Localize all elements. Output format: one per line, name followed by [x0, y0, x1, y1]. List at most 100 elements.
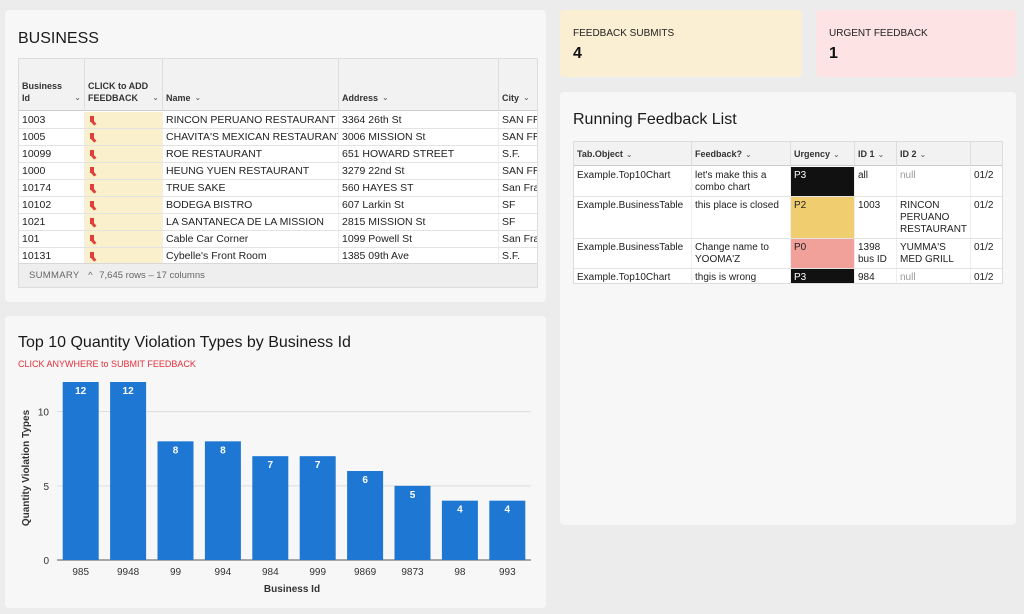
bar[interactable] [157, 441, 194, 560]
summary-text: 7,645 rows – 17 columns [99, 270, 205, 281]
cell-name: Cable Car Corner [163, 231, 339, 247]
chevron-down-icon[interactable]: ⌄ [74, 93, 81, 102]
chevron-down-icon[interactable]: ⌄ [745, 150, 752, 159]
table-row[interactable]: 1005 CHAVITA'S MEXICAN RESTAURANT 3006 MIS… [19, 129, 537, 146]
feedback-row[interactable]: Example.Top10Chart let's make this a comb… [574, 167, 1002, 197]
bar[interactable] [62, 382, 99, 560]
cell-urgency: P3 [791, 269, 855, 283]
x-axis-label: Business Id [264, 584, 320, 595]
cell-name: RINCON PERUANO RESTAURANT [163, 112, 339, 128]
chevron-down-icon[interactable]: ⌄ [833, 150, 840, 159]
cell-id: 1021 [19, 214, 85, 230]
col-tab-object[interactable]: Tab.Object ⌄ [574, 142, 692, 166]
chevron-down-icon[interactable]: ⌄ [919, 150, 927, 159]
chevron-down-icon[interactable]: ⌄ [194, 93, 202, 102]
cell-name: TRUE SAKE [163, 180, 339, 196]
feedback-row[interactable]: Example.BusinessTable Change name to YOOM… [574, 239, 1002, 269]
bar[interactable] [489, 500, 526, 560]
table-row[interactable]: 1000 HEUNG YUEN RESTAURANT 3279 22nd St SAN… [19, 163, 537, 180]
add-feedback-icon[interactable] [85, 129, 163, 145]
col-click-to-add-feedback[interactable]: CLICK to ADD FEEDBACK ⌄ [85, 59, 163, 111]
table-row[interactable]: 10102 BODEGA BISTRO 607 Larkin St SF [19, 197, 537, 214]
chevron-down-icon[interactable]: ⌄ [877, 150, 885, 159]
chevron-down-icon[interactable]: ⌄ [382, 93, 389, 102]
cell-city: SAN FRANCISCO [499, 112, 537, 128]
violation-chart-card[interactable]: Top 10 Quantity Violation Types by Busin… [5, 316, 546, 608]
x-tick-label: 985 [72, 567, 89, 578]
col-feedback[interactable]: Feedback? ⌄ [692, 142, 791, 166]
feedback-row[interactable]: Example.BusinessTable this place is close… [574, 197, 1002, 239]
cell-name: BODEGA BISTRO [163, 197, 339, 213]
col-business-id[interactable]: Business Id ⌄ [19, 59, 85, 111]
table-row[interactable]: 1021 LA SANTANECA DE LA MISSION 2815 MISSI… [19, 214, 537, 231]
col-urgency[interactable]: Urgency ⌄ [791, 142, 855, 166]
x-tick-label: 98 [454, 567, 466, 578]
business-table[interactable]: Business Id ⌄ CLICK to ADD FEEDBACK ⌄ Name… [18, 58, 538, 288]
col-city[interactable]: City ⌄ [499, 59, 537, 111]
chevron-up-icon[interactable]: ^ [88, 270, 93, 281]
bar-value-label: 7 [268, 460, 274, 471]
bar[interactable] [299, 456, 336, 560]
table-row[interactable]: 1003 RINCON PERUANO RESTAURANT 3364 26th S… [19, 112, 537, 129]
cell-id1: 984 [855, 269, 897, 283]
cell-address: 1099 Powell St [339, 231, 499, 247]
chart-hint[interactable]: CLICK ANYWHERE to SUBMIT FEEDBACK [18, 359, 196, 369]
cell-id2: null [897, 167, 971, 196]
bar[interactable] [252, 456, 289, 560]
table-row[interactable]: 10099 ROE RESTAURANT 651 HOWARD STREET S.F. [19, 146, 537, 163]
cell-date: 01/2 [971, 269, 1002, 283]
add-feedback-icon[interactable] [85, 180, 163, 196]
x-tick-label: 994 [215, 567, 232, 578]
bar[interactable] [347, 471, 384, 560]
col-name[interactable]: Name ⌄ [163, 59, 339, 111]
bar[interactable] [204, 441, 241, 560]
x-tick-label: 999 [309, 567, 326, 578]
add-feedback-icon[interactable] [85, 231, 163, 247]
col-id2[interactable]: ID 2 ⌄ [897, 142, 971, 166]
kpi-value: 4 [573, 45, 582, 62]
bar[interactable] [394, 485, 431, 560]
add-feedback-icon[interactable] [85, 112, 163, 128]
kpi-label: URGENT FEEDBACK [829, 28, 928, 39]
feedback-submits-card: FEEDBACK SUBMITS 4 [560, 10, 802, 77]
add-feedback-icon[interactable] [85, 214, 163, 230]
bar[interactable] [441, 500, 478, 560]
y-axis-label: Quantity Violation Types [21, 409, 32, 526]
cell-id1: 1003 [855, 197, 897, 238]
cell-object: Example.Top10Chart [574, 167, 692, 196]
chevron-down-icon[interactable]: ⌄ [523, 93, 530, 102]
cell-id: 10102 [19, 197, 85, 213]
bar-value-label: 5 [410, 490, 416, 501]
cell-city: S.F. [499, 248, 537, 264]
col-address[interactable]: Address ⌄ [339, 59, 499, 111]
chevron-down-icon[interactable]: ⌄ [152, 93, 159, 102]
bar[interactable] [110, 382, 147, 560]
chevron-down-icon[interactable]: ⌄ [625, 150, 633, 159]
x-tick-label: 984 [262, 567, 279, 578]
cell-address: 2815 MISSION St [339, 214, 499, 230]
summary-label: SUMMARY [29, 270, 80, 281]
feedback-table[interactable]: Tab.Object ⌄ Feedback? ⌄ Urgency ⌄ ID 1 ⌄ ID… [573, 141, 1003, 284]
col-id1[interactable]: ID 1 ⌄ [855, 142, 897, 166]
cell-object: Example.BusinessTable [574, 197, 692, 238]
feedback-row[interactable]: Example.Top10Chart thgis is wrong P3 984 nul… [574, 269, 1002, 283]
add-feedback-icon[interactable] [85, 163, 163, 179]
add-feedback-icon[interactable] [85, 197, 163, 213]
cell-address: 3279 22nd St [339, 163, 499, 179]
cell-city: SAN FRANCISCO [499, 163, 537, 179]
table-summary[interactable]: SUMMARY ^ 7,645 rows – 17 columns [19, 263, 537, 287]
cell-date: 01/2 [971, 197, 1002, 238]
cell-address: 3364 26th St [339, 112, 499, 128]
add-feedback-icon[interactable] [85, 248, 163, 264]
cell-id: 101 [19, 231, 85, 247]
cell-id: 1003 [19, 112, 85, 128]
kpi-value: 1 [829, 45, 838, 62]
col-date[interactable] [971, 142, 1002, 166]
bar-value-label: 8 [173, 445, 179, 456]
add-feedback-icon[interactable] [85, 146, 163, 162]
cell-id2: null [897, 269, 971, 283]
cell-urgency: P3 [791, 167, 855, 196]
